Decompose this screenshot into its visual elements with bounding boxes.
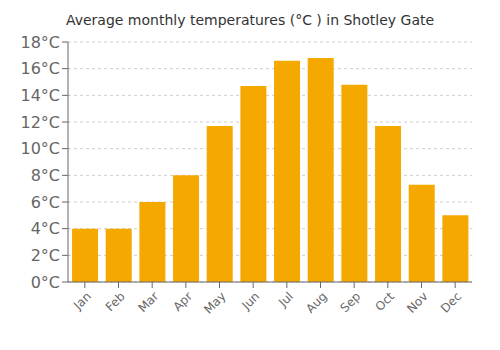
svg-text:6°C: 6°C <box>31 193 60 212</box>
svg-text:Aug: Aug <box>303 289 329 315</box>
svg-text:10°C: 10°C <box>20 139 60 158</box>
svg-text:Oct: Oct <box>372 289 397 314</box>
svg-text:Mar: Mar <box>135 289 161 315</box>
svg-text:12°C: 12°C <box>20 113 60 132</box>
svg-text:14°C: 14°C <box>20 86 60 105</box>
svg-text:0°C: 0°C <box>31 273 60 292</box>
svg-text:Nov: Nov <box>404 289 430 315</box>
svg-text:Dec: Dec <box>438 289 464 315</box>
svg-text:16°C: 16°C <box>20 59 60 78</box>
svg-text:4°C: 4°C <box>31 219 60 238</box>
svg-text:Feb: Feb <box>103 289 128 314</box>
svg-text:Sep: Sep <box>337 289 363 315</box>
svg-text:8°C: 8°C <box>31 166 60 185</box>
html-text:Average monthly temperatures (: Average monthly temperatures (°C ) in Sh… <box>65 12 435 28</box>
svg-text:Jan: Jan <box>70 289 94 313</box>
svg-text:18°C: 18°C <box>20 33 60 52</box>
svg-text:Jul: Jul <box>275 289 296 310</box>
svg-text:Apr: Apr <box>170 289 195 314</box>
svg-text:2°C: 2°C <box>31 246 60 265</box>
svg-text:May: May <box>201 289 228 316</box>
svg-text:Jun: Jun <box>238 289 262 313</box>
